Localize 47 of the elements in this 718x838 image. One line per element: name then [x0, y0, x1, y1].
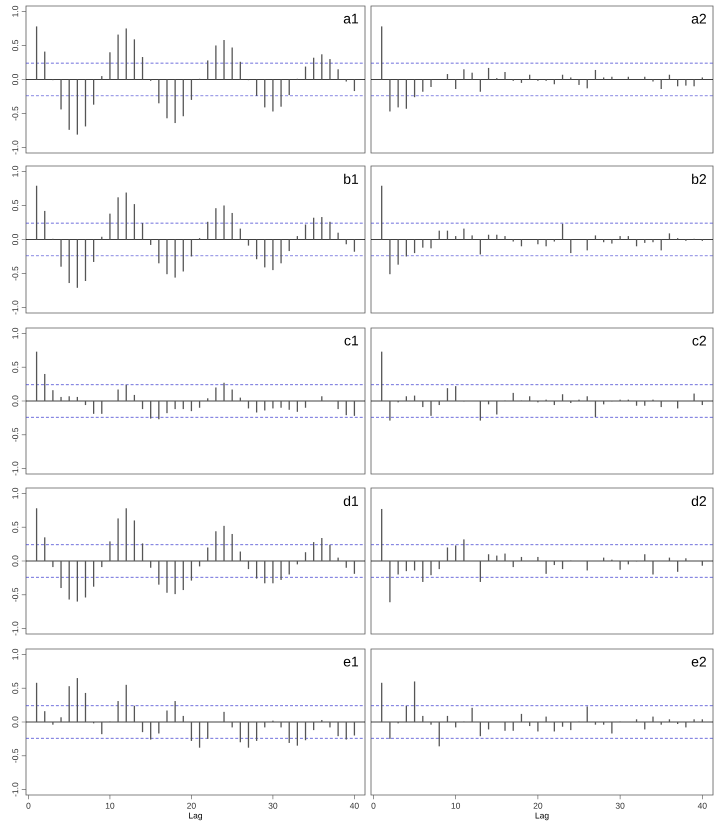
chart-title: a1: [344, 14, 358, 24]
y-tick-label: -0.5: [12, 748, 18, 763]
y-tick-label: 0.0: [12, 234, 18, 246]
y-tick-label: 0.0: [12, 74, 18, 86]
y-tick-label: 0.0: [12, 555, 18, 567]
chart-title: a2: [692, 14, 706, 24]
y-tick-label: 1.0: [12, 488, 18, 499]
chart-title: e2: [692, 656, 706, 667]
chart-title: d2: [692, 496, 706, 506]
y-tick-label: 0.5: [12, 362, 18, 373]
y-tick-label: 0.5: [12, 522, 18, 533]
y-tick-label: 0.5: [12, 200, 18, 212]
x-tick-label: 20: [534, 802, 542, 809]
y-tick-label: -0.5: [12, 428, 18, 442]
y-tick-label: -1.0: [12, 462, 18, 476]
x-tick-label: 40: [698, 802, 707, 809]
x-tick-label: 0: [26, 802, 30, 809]
y-tick-label: -1.0: [12, 140, 18, 154]
x-tick-label: 20: [187, 802, 196, 809]
y-tick-label: 0.0: [12, 395, 18, 407]
y-tick-label: -1.0: [12, 782, 18, 797]
chart-title: e1: [344, 656, 358, 666]
y-tick-label: -0.5: [12, 106, 18, 120]
y-tick-label: 0.5: [12, 682, 18, 694]
y-tick-label: -0.5: [12, 588, 18, 602]
y-tick-label: -1.0: [12, 300, 18, 314]
y-tick-label: 0.5: [12, 40, 18, 52]
x-tick-label: 0: [371, 802, 376, 809]
y-tick-label: 1.0: [12, 648, 18, 660]
chart-title: c1: [344, 336, 358, 346]
x-tick-label: 40: [350, 802, 359, 809]
x-tick-label: 10: [452, 802, 460, 809]
y-tick-label: -1.0: [12, 622, 18, 636]
x-tick-label: 30: [616, 802, 624, 809]
x-axis-title: Lag: [189, 812, 202, 820]
y-tick-label: 1.0: [12, 328, 18, 339]
x-tick-label: 10: [106, 802, 114, 809]
y-tick-label: 1.0: [12, 166, 18, 177]
chart-title: b1: [344, 174, 358, 184]
x-axis-title: Lag: [536, 812, 549, 820]
chart-title: d1: [344, 496, 358, 506]
y-tick-label: 1.0: [12, 6, 18, 17]
chart-title: c2: [692, 336, 706, 346]
y-tick-label: 0.0: [12, 716, 18, 728]
chart-title: b2: [692, 174, 706, 184]
y-tick-label: -0.5: [12, 266, 18, 280]
x-tick-label: 30: [268, 802, 278, 809]
